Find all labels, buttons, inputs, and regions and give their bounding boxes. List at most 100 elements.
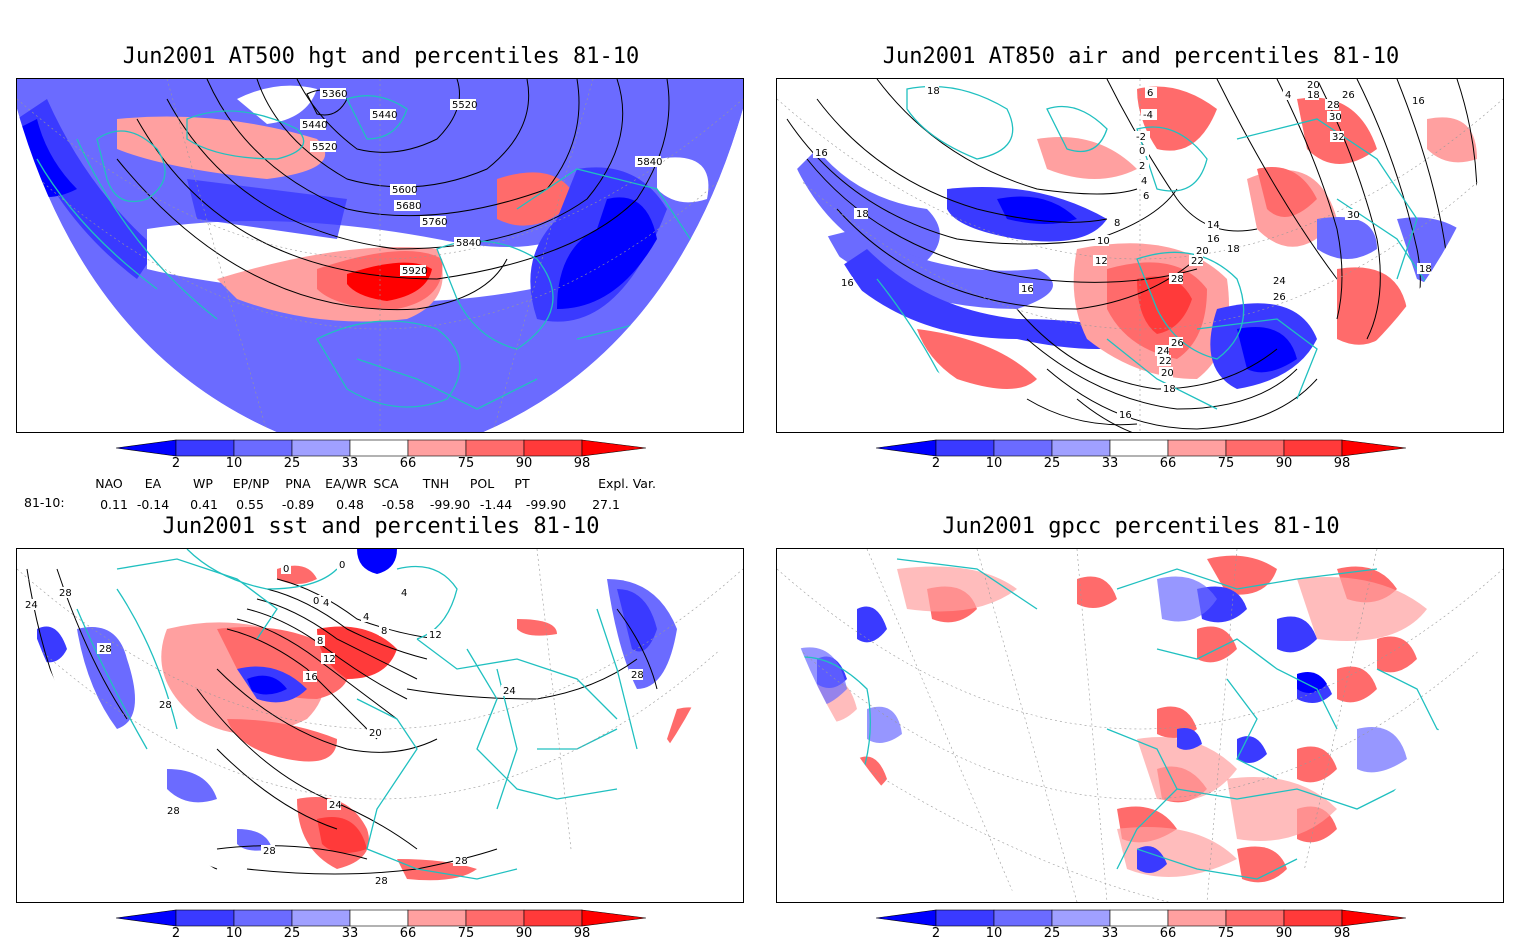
indices-row-label: 81-10: <box>24 495 65 510</box>
colorbar-segment <box>993 439 1053 457</box>
colorbar-segment <box>581 909 647 927</box>
contour-label: 8 <box>1114 218 1120 229</box>
colorbar-tick-label: 98 <box>573 926 591 941</box>
contour-label: 5920 <box>402 266 427 277</box>
colorbar-tick-label: 25 <box>283 926 301 941</box>
contour-label: -2 <box>1136 132 1146 143</box>
contour-label: 6 <box>1147 88 1153 99</box>
contour-label: 0 <box>313 596 319 607</box>
contour-label: 28 <box>159 700 172 711</box>
colorbar-tick-label: 10 <box>985 926 1003 941</box>
colorbar-tick-label: 33 <box>341 456 359 471</box>
panel-title-hgt500: Jun2001 AT500 hgt and percentiles 81-10 <box>122 44 640 69</box>
colorbar-tick-label: 75 <box>1217 926 1235 941</box>
contour-label: 28 <box>375 876 388 887</box>
colorbar-segment <box>465 909 525 927</box>
colorbar-tick-label: 66 <box>1159 926 1177 941</box>
map-gpcc-svg <box>777 549 1503 902</box>
colorbar-tick-label: 66 <box>1159 456 1177 471</box>
contour-label: 6 <box>1143 191 1149 202</box>
map-air850: 18 6 -4 4 20 18 28 26 30 32 16 -2 0 2 4 … <box>776 78 1504 433</box>
colorbar-tick-label: 98 <box>573 456 591 471</box>
colorbar-segment <box>291 909 351 927</box>
index-value: 27.1 <box>592 497 620 512</box>
index-header: Expl. Var. <box>598 476 656 491</box>
colorbar-tick-label: 2 <box>931 456 941 471</box>
colorbar-segment <box>115 909 177 927</box>
contour-label: 28 <box>59 588 72 599</box>
contour-label: 18 <box>856 209 869 220</box>
index-value: 0.48 <box>336 497 364 512</box>
contour-label: 4 <box>1285 90 1291 101</box>
contour-label: 20 <box>1307 80 1320 91</box>
contour-label: 12 <box>429 630 442 641</box>
contour-label: 5440 <box>302 120 327 131</box>
colorbar-segment <box>233 439 293 457</box>
contour-label: 5680 <box>396 201 421 212</box>
teleconnection-indices: NAO EA WP EP/NP PNA EA/WR SCA TNH POL PT Expl. Var… <box>0 474 760 514</box>
contour-label: 18 <box>1419 264 1432 275</box>
colorbar-sst: 2 10 25 33 66 75 90 98 <box>115 909 647 949</box>
colorbar-tick-label: 90 <box>515 926 533 941</box>
index-value: 0.11 <box>100 497 128 512</box>
colorbar-air850: 2 10 25 33 66 75 90 98 <box>875 439 1407 479</box>
contour-label: 5840 <box>456 238 481 249</box>
contour-label: 12 <box>323 654 336 665</box>
contour-label: 28 <box>1171 274 1184 285</box>
colorbar-segment <box>523 439 583 457</box>
colorbar-tick-label: 25 <box>283 456 301 471</box>
contour-label: 0 <box>283 564 289 575</box>
colorbar-segment <box>523 909 583 927</box>
colorbar-segment <box>1109 439 1169 457</box>
index-header: EP/NP <box>232 476 270 491</box>
index-header: PT <box>514 476 530 491</box>
colorbar-tick-label: 66 <box>399 456 417 471</box>
colorbar-tick-label: 33 <box>341 926 359 941</box>
contour-label: 5520 <box>312 142 337 153</box>
colorbar-tick-label: 2 <box>171 926 181 941</box>
colorbar-segment <box>1283 439 1343 457</box>
contour-label: 4 <box>401 588 407 599</box>
colorbar-tick-label: 2 <box>171 456 181 471</box>
contour-label: 16 <box>1412 96 1425 107</box>
colorbar-tick-label: 2 <box>931 926 941 941</box>
index-header: EA <box>144 476 162 491</box>
contour-label: 30 <box>1347 210 1360 221</box>
contour-label: 0 <box>1139 146 1145 157</box>
map-sst: 24 28 28 0 0 0 4 4 4 8 8 12 12 16 20 24 … <box>16 548 744 903</box>
contour-label: 26 <box>1342 90 1355 101</box>
index-header: POL <box>469 476 495 491</box>
colorbar-segment <box>407 909 467 927</box>
contour-label: 26 <box>1171 338 1184 349</box>
contour-label: 4 <box>363 612 369 623</box>
map-sst-svg: 24 28 28 0 0 0 4 4 4 8 8 12 12 16 20 24 … <box>17 549 743 902</box>
index-value: -0.58 <box>381 497 415 512</box>
colorbar-segment <box>175 909 235 927</box>
panel-title-air850: Jun2001 AT850 air and percentiles 81-10 <box>882 44 1400 69</box>
colorbar-segment <box>233 909 293 927</box>
contour-label: 28 <box>167 806 180 817</box>
colorbar-segment <box>1167 439 1227 457</box>
colorbar-tick-label: 10 <box>985 456 1003 471</box>
index-value: -1.44 <box>479 497 513 512</box>
colorbar-segment <box>1341 439 1407 457</box>
contour-label: 24 <box>329 800 342 811</box>
index-value: -0.89 <box>281 497 315 512</box>
colorbar-tick-label: 10 <box>225 456 243 471</box>
contour-label: 24 <box>25 600 38 611</box>
contour-label: 5440 <box>372 110 397 121</box>
colorbar-segment <box>875 439 937 457</box>
index-value: 0.55 <box>236 497 264 512</box>
colorbar-gpcc: 2 10 25 33 66 75 90 98 <box>875 909 1407 949</box>
contour-label: 20 <box>369 728 382 739</box>
colorbar-tick-label: 90 <box>1275 926 1293 941</box>
colorbar-segment <box>1167 909 1227 927</box>
contour-label: 28 <box>99 644 112 655</box>
contour-label: 5840 <box>637 157 662 168</box>
contour-label: 2 <box>1139 161 1145 172</box>
colorbar-segment <box>349 439 409 457</box>
contour-label: 18 <box>1163 384 1176 395</box>
contour-label: 18 <box>1227 244 1240 255</box>
contour-label: 10 <box>1097 236 1110 247</box>
contour-label: 20 <box>1196 246 1209 257</box>
